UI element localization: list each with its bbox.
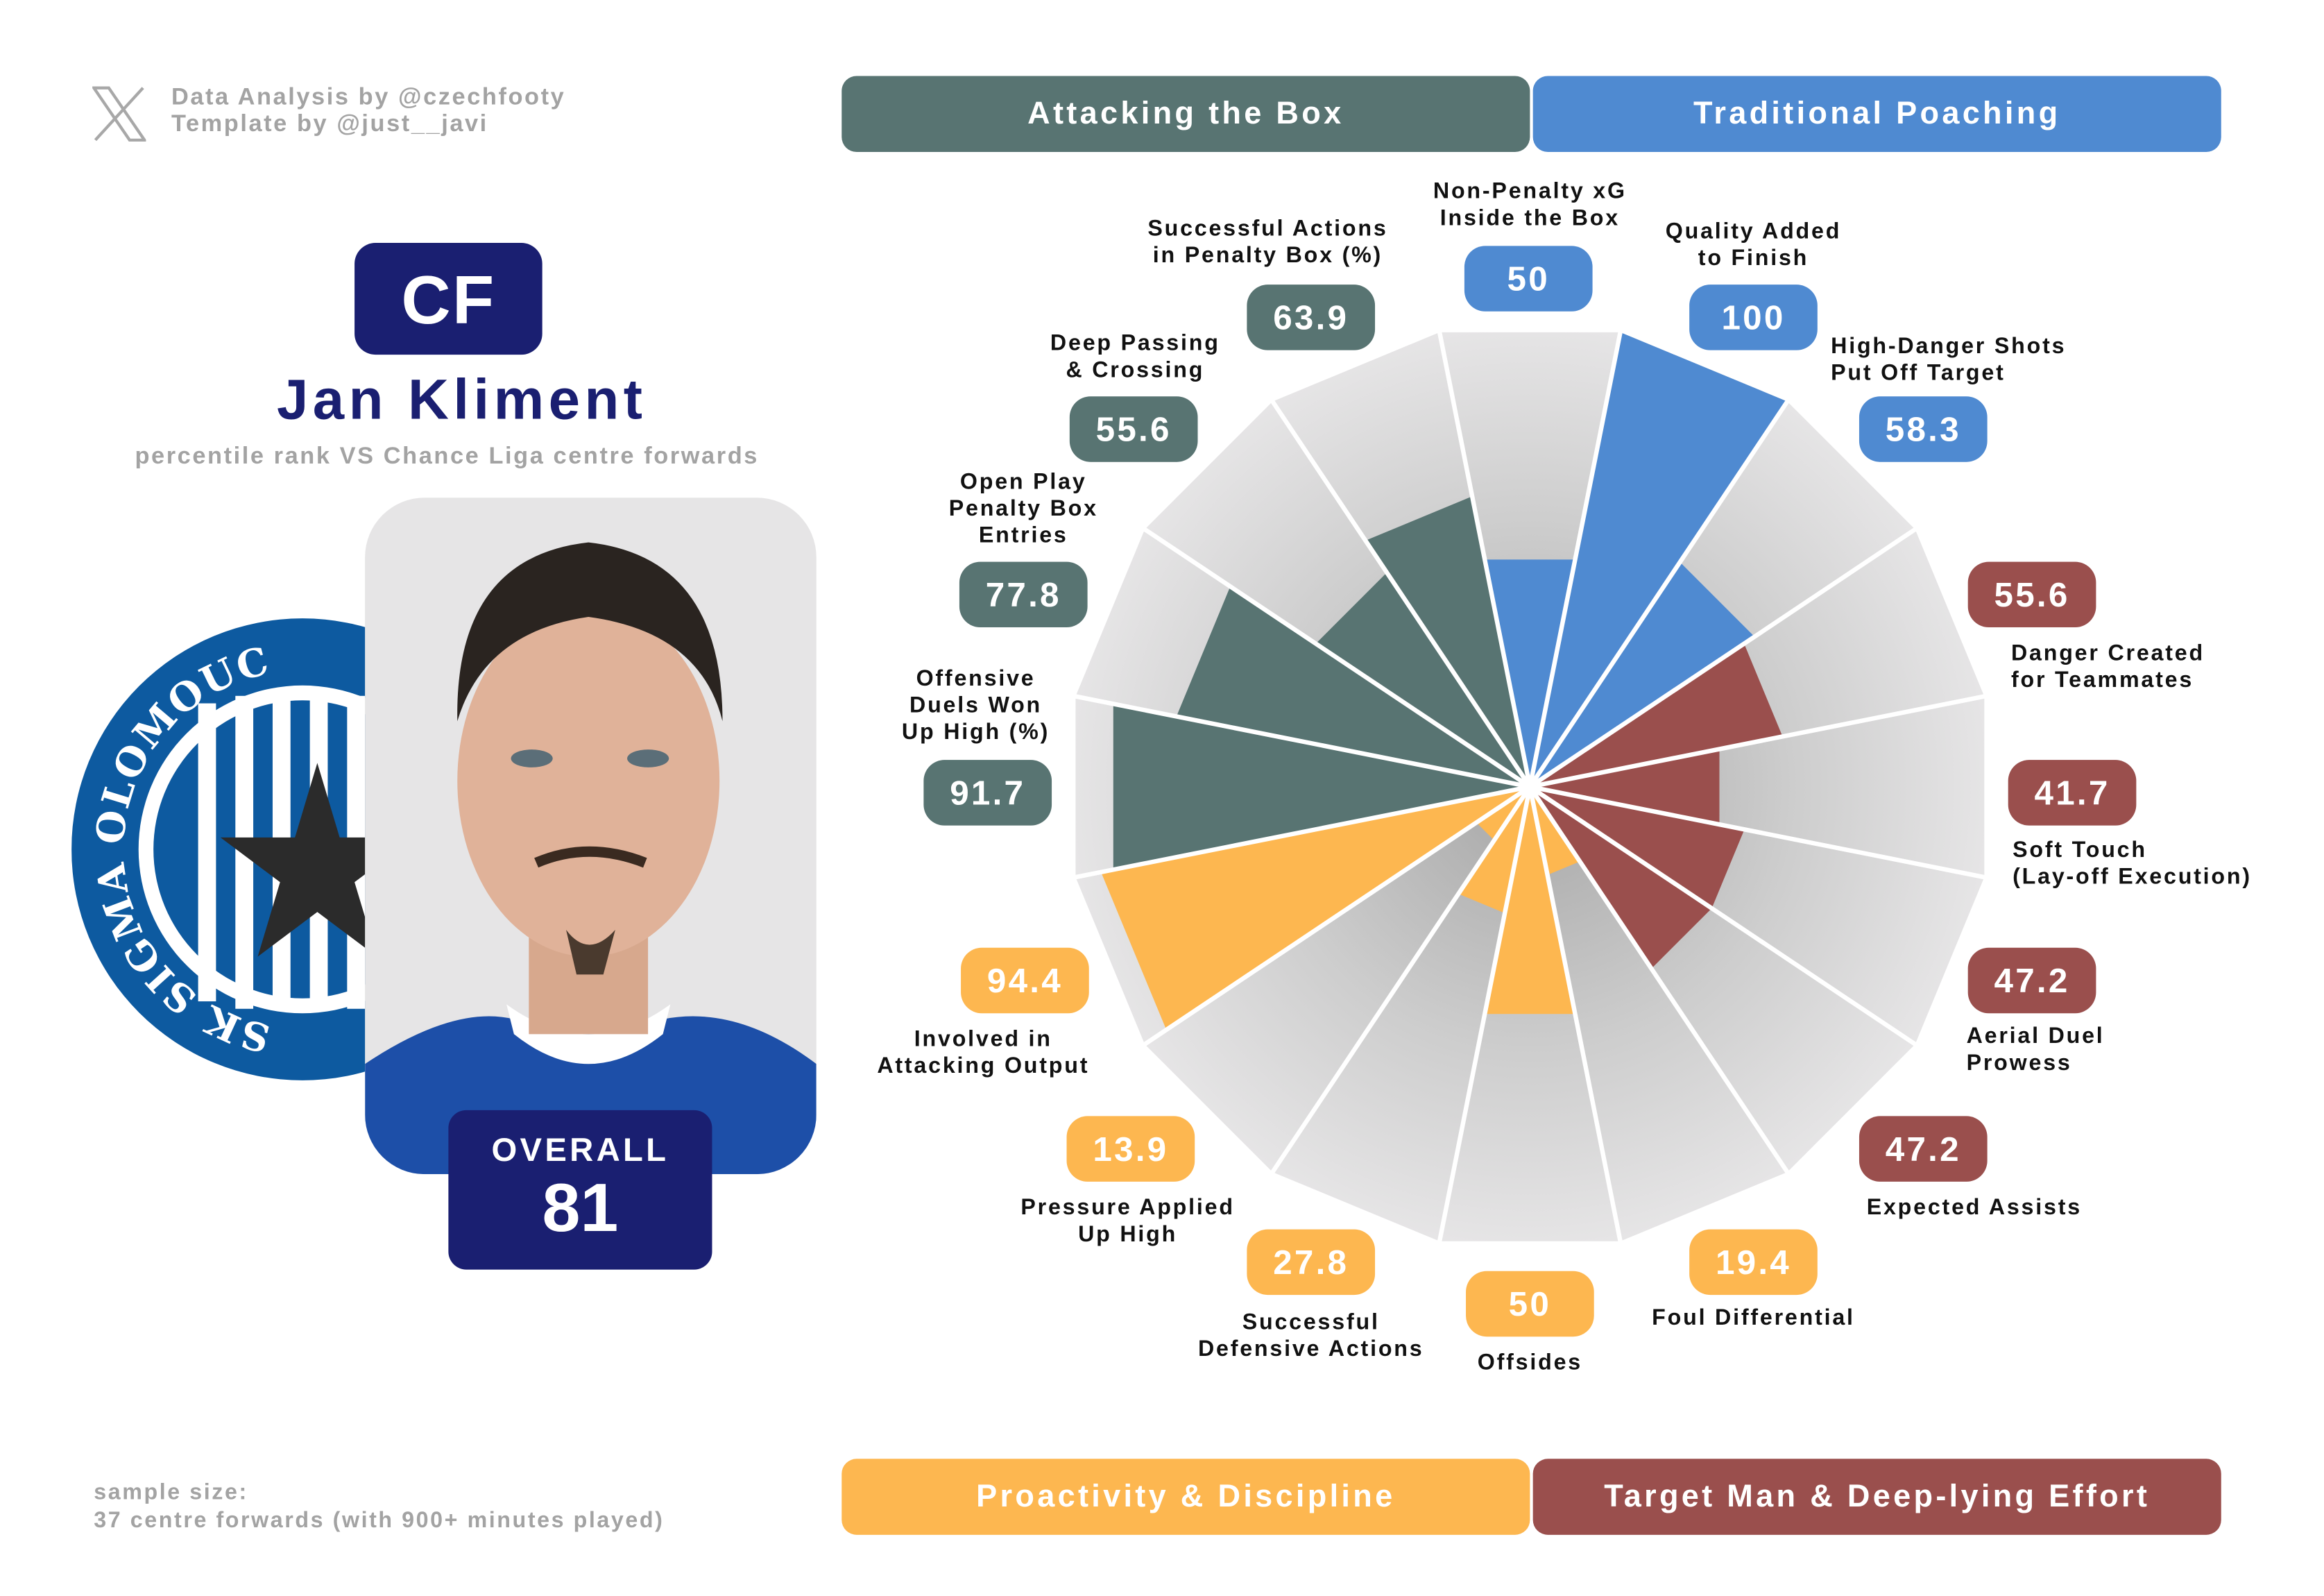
wedge-separator — [1140, 785, 1532, 1048]
wedge-value-bar — [1476, 786, 1530, 841]
overall-value: 81 — [542, 1168, 619, 1246]
metric-label: Soft Touch (Lay-off Execution) — [2013, 837, 2252, 890]
wedge-value-bar — [1315, 572, 1530, 787]
value-pill: 91.7 — [923, 760, 1052, 826]
wedge-separator — [1269, 398, 1532, 788]
overall-label: OVERALL — [491, 1130, 669, 1169]
wedge-separator — [1529, 693, 1988, 789]
wedge-separator — [1529, 784, 1988, 881]
value-pill: 50 — [1466, 1271, 1594, 1337]
value-pill: 41.7 — [2008, 760, 2137, 826]
value-pill: 58.3 — [1859, 396, 1988, 462]
wedge-value-bar — [1530, 643, 1783, 787]
metric-label: High-Danger Shots Put Off Target — [1831, 334, 2067, 387]
value-pill: 94.4 — [961, 947, 1089, 1014]
metric-label: Offensive Duels Won Up High (%) — [901, 665, 1050, 745]
metric-label: Aerial Duel Prowess — [1966, 1024, 2105, 1076]
wedge-value-bar — [1530, 562, 1755, 787]
wedge-background — [1530, 786, 1788, 1241]
wedge-separator — [1528, 525, 1919, 789]
wedge-value-bar — [1530, 786, 1745, 908]
metric-label: Pressure Applied Up High — [1020, 1195, 1235, 1248]
x-logo-icon — [92, 86, 146, 142]
wedge-separator — [1528, 398, 1791, 788]
metric-label: Deep Passing & Crossing — [1050, 330, 1220, 383]
sample-size: sample size: 37 centre forwards (with 90… — [94, 1478, 664, 1535]
wedge-value-bar — [1530, 332, 1788, 787]
sample-size-label: sample size: — [94, 1479, 248, 1505]
wedge-value-bar — [1365, 496, 1530, 787]
wedge-separator — [1072, 693, 1531, 789]
value-pill: 100 — [1689, 285, 1818, 350]
wedge-background — [1439, 332, 1621, 787]
wedge-value-bar — [1176, 586, 1530, 787]
wedge-background — [1145, 786, 1530, 1173]
subtitle: percentile rank VS Chance Liga centre fo… — [135, 443, 759, 470]
group-header-target: Target Man & Deep-lying Effort — [1532, 1459, 2221, 1535]
wedge-value-bar — [1485, 786, 1575, 1015]
group-header-attacking: Attacking the Box — [841, 76, 1530, 153]
value-pill: 19.4 — [1689, 1229, 1818, 1296]
credit-analysis: Data Analysis by @czechfooty — [171, 85, 566, 110]
wedge-separator — [1528, 329, 1623, 788]
wedge-separator — [1437, 329, 1532, 788]
metric-label: Expected Assists — [1866, 1195, 2082, 1221]
group-header-poaching: Traditional Poaching — [1532, 76, 2221, 153]
player-name: Jan Kliment — [276, 369, 647, 432]
metric-label: Quality Added to Finish — [1665, 219, 1842, 271]
wedge-separator — [1528, 786, 1791, 1176]
credit-template: Template by @just__javi — [171, 112, 488, 137]
wedge-background — [1272, 786, 1530, 1241]
value-pill: 55.6 — [1069, 396, 1198, 462]
wedge-value-bar — [1485, 559, 1575, 787]
value-pill: 50 — [1464, 246, 1593, 312]
value-pill: 63.9 — [1247, 285, 1376, 350]
metric-label: Involved in Attacking Output — [877, 1026, 1090, 1079]
wedge-value-bar — [1530, 786, 1712, 969]
value-pill: 77.8 — [959, 561, 1088, 628]
metric-label: Danger Created for Teammates — [2010, 640, 2205, 693]
wedge-separator — [1528, 786, 1623, 1245]
group-header-proactivity: Proactivity & Discipline — [841, 1459, 1530, 1535]
wedge-value-bar — [1101, 786, 1530, 1030]
value-pill: 47.2 — [1967, 947, 2096, 1014]
overall-rating: OVERALL 81 — [448, 1110, 712, 1270]
sample-size-value: 37 centre forwards (with 900+ minutes pl… — [94, 1508, 665, 1534]
wedge-separator — [1072, 784, 1531, 881]
metric-label: Successful Actions in Penalty Box (%) — [1147, 216, 1388, 269]
position-badge: CF — [354, 243, 542, 355]
metric-label: Successful Defensive Actions — [1197, 1309, 1424, 1362]
wedge-background — [1530, 696, 1985, 878]
wedge-value-bar — [1530, 749, 1720, 825]
value-pill: 55.6 — [1967, 561, 2096, 628]
wedge-separator — [1528, 785, 1919, 1048]
wedge-separator — [1140, 525, 1532, 789]
value-pill: 27.8 — [1247, 1229, 1376, 1296]
metric-label: Foul Differential — [1652, 1305, 1855, 1331]
value-pill: 47.2 — [1859, 1116, 1988, 1182]
metric-label: Open Play Penalty Box Entries — [948, 469, 1098, 549]
wedge-separator — [1269, 786, 1532, 1176]
value-pill: 13.9 — [1066, 1116, 1195, 1182]
credits: Data Analysis by @czechfooty Template by… — [171, 85, 565, 138]
wedge-separator — [1437, 786, 1532, 1245]
metric-label: Non-Penalty xG Inside the Box — [1433, 178, 1627, 231]
wedge-value-bar — [1113, 704, 1530, 870]
wedge-value-bar — [1458, 786, 1530, 913]
metric-label: Offsides — [1477, 1350, 1582, 1376]
